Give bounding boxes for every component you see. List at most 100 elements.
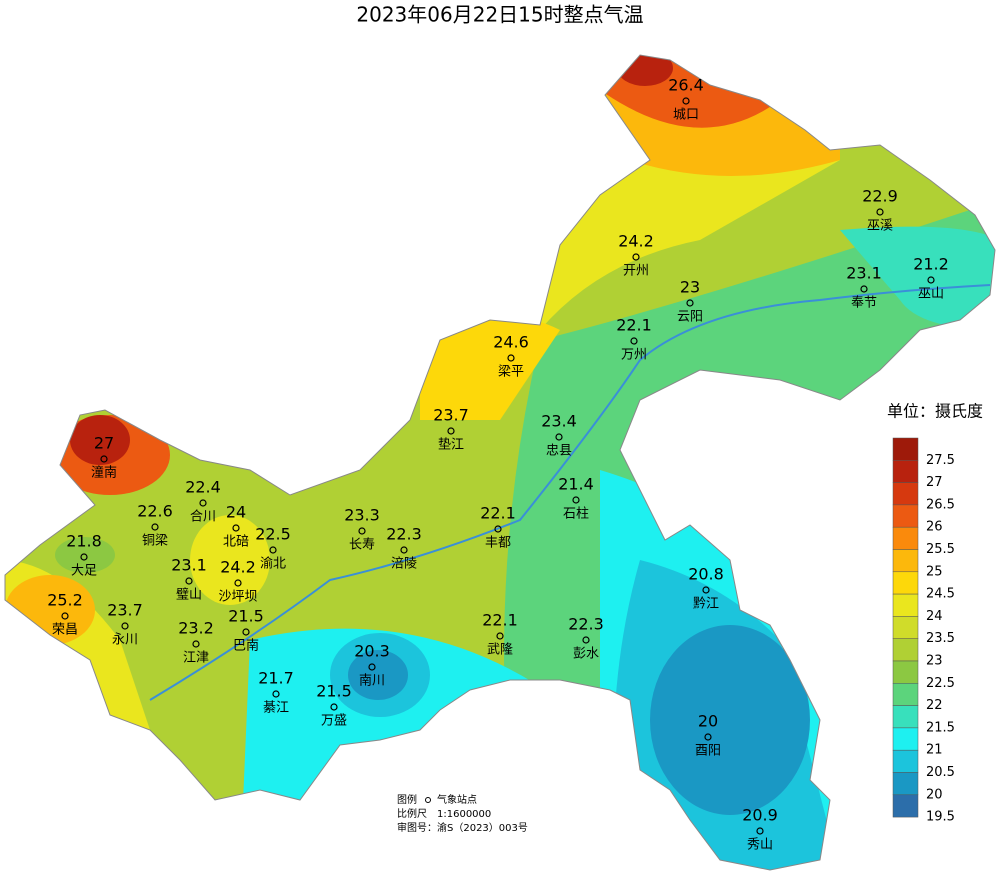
station-value: 23.7	[433, 406, 469, 425]
legend-label: 20.5	[926, 765, 955, 780]
station-dot	[860, 285, 868, 293]
station-name: 铜梁	[142, 534, 168, 549]
station-name: 巴南	[233, 638, 259, 654]
station-dot	[876, 208, 884, 216]
station-value: 20.9	[742, 806, 778, 825]
station-value: 21.8	[66, 532, 102, 551]
station-dot	[185, 577, 193, 585]
station-name: 城口	[673, 108, 699, 123]
legend-swatch	[892, 683, 919, 706]
approval: 审图号：渝S（2023）003号	[397, 821, 528, 834]
legend-swatch	[892, 504, 919, 528]
station-dot	[682, 97, 690, 105]
legend-label: 23.5	[926, 631, 955, 646]
station-name: 潼南	[91, 465, 117, 481]
title: 2023年06月22日15时整点气温	[356, 3, 643, 27]
legend-swatch	[892, 571, 919, 595]
station-value: 22.3	[386, 525, 422, 544]
station-value: 21.2	[913, 255, 949, 274]
legend-label: 23	[926, 654, 943, 669]
station-dot	[555, 433, 563, 441]
station-dot	[269, 546, 277, 554]
station-name: 巫溪	[867, 219, 893, 234]
station-dot	[242, 628, 250, 636]
scale-label: 比例尺	[397, 807, 427, 820]
station-value: 22.5	[255, 525, 291, 544]
legend-symbol	[425, 797, 431, 803]
station-value: 23.2	[178, 619, 214, 638]
station-value: 23.1	[171, 556, 207, 575]
station-value: 22.1	[482, 611, 518, 630]
station-dot	[192, 640, 200, 648]
station-name: 丰都	[485, 536, 511, 551]
station-name: 南川	[359, 673, 385, 689]
station-value: 21.7	[258, 669, 294, 688]
station-value: 22.4	[185, 478, 221, 497]
station-value: 22.9	[862, 187, 898, 206]
station-dot	[507, 354, 515, 362]
station-dot	[121, 622, 129, 630]
station-value: 23	[680, 278, 700, 297]
station-dot	[704, 733, 712, 741]
station-name: 万州	[621, 348, 647, 363]
footnote: 图例 气象站点 比例尺 1:1600000 审图号：渝S（2023）003号	[397, 793, 528, 834]
station-dot	[756, 827, 764, 835]
station-name: 黔江	[693, 597, 719, 612]
station-dot	[151, 523, 159, 531]
station-name: 武隆	[487, 643, 513, 658]
legend-swatch	[892, 660, 919, 684]
legend-swatch	[892, 593, 919, 617]
station-value: 24	[226, 503, 246, 522]
station-dot	[494, 525, 502, 533]
station-name: 大足	[71, 564, 97, 579]
station-name: 奉节	[851, 296, 877, 311]
legend-label: 26	[926, 520, 943, 535]
station-value: 22.1	[480, 504, 516, 523]
station-name: 北碚	[223, 535, 249, 550]
legend-swatch	[892, 727, 919, 751]
legend-label: 24	[926, 609, 943, 624]
station-name: 酉阳	[695, 744, 721, 759]
legend-label: 25	[926, 564, 943, 579]
legend-label: 22.5	[926, 676, 955, 691]
legend: 27.5 27 26.5 26 25.5 25 24.5 24 23.5 23 22.5 22 21.5…	[892, 437, 955, 825]
station-value: 26.4	[668, 76, 704, 95]
station-dot	[80, 553, 88, 561]
station-value: 20.3	[354, 642, 390, 661]
station-value: 23.4	[541, 412, 577, 431]
station-dot	[234, 579, 242, 587]
station-value: 21.4	[558, 475, 594, 494]
legend-swatch	[892, 705, 919, 729]
legend-swatch	[892, 460, 919, 483]
station-value: 27	[94, 434, 114, 453]
station-name: 万盛	[321, 714, 347, 729]
legend-swatch	[892, 749, 919, 773]
station-name: 巫山	[918, 287, 944, 302]
legend-label: 图例	[397, 793, 417, 806]
legend-swatch	[892, 772, 919, 796]
station-value: 23.3	[344, 506, 380, 525]
station-dot	[630, 337, 638, 345]
legend-swatch	[892, 482, 919, 506]
station-dot	[496, 632, 504, 640]
legend-swatch	[892, 794, 919, 818]
legend-item: 气象站点	[437, 793, 477, 806]
legend-swatch	[892, 616, 919, 639]
station-value: 20	[698, 712, 718, 731]
station-value: 22.6	[137, 502, 173, 521]
station-name: 秀山	[747, 838, 773, 853]
station-dot	[330, 703, 338, 711]
legend-label: 27.5	[926, 453, 955, 468]
legend-swatch	[892, 638, 919, 662]
station-name: 永川	[112, 633, 138, 648]
station-name: 石柱	[563, 507, 589, 522]
station-name: 涪陵	[391, 557, 417, 572]
station-dot	[927, 276, 935, 284]
station-dot	[199, 499, 207, 507]
station-name: 沙坪坝	[218, 590, 257, 605]
station-dot	[400, 546, 408, 554]
station-name: 云阳	[677, 310, 703, 325]
station-value: 22.3	[568, 615, 604, 634]
